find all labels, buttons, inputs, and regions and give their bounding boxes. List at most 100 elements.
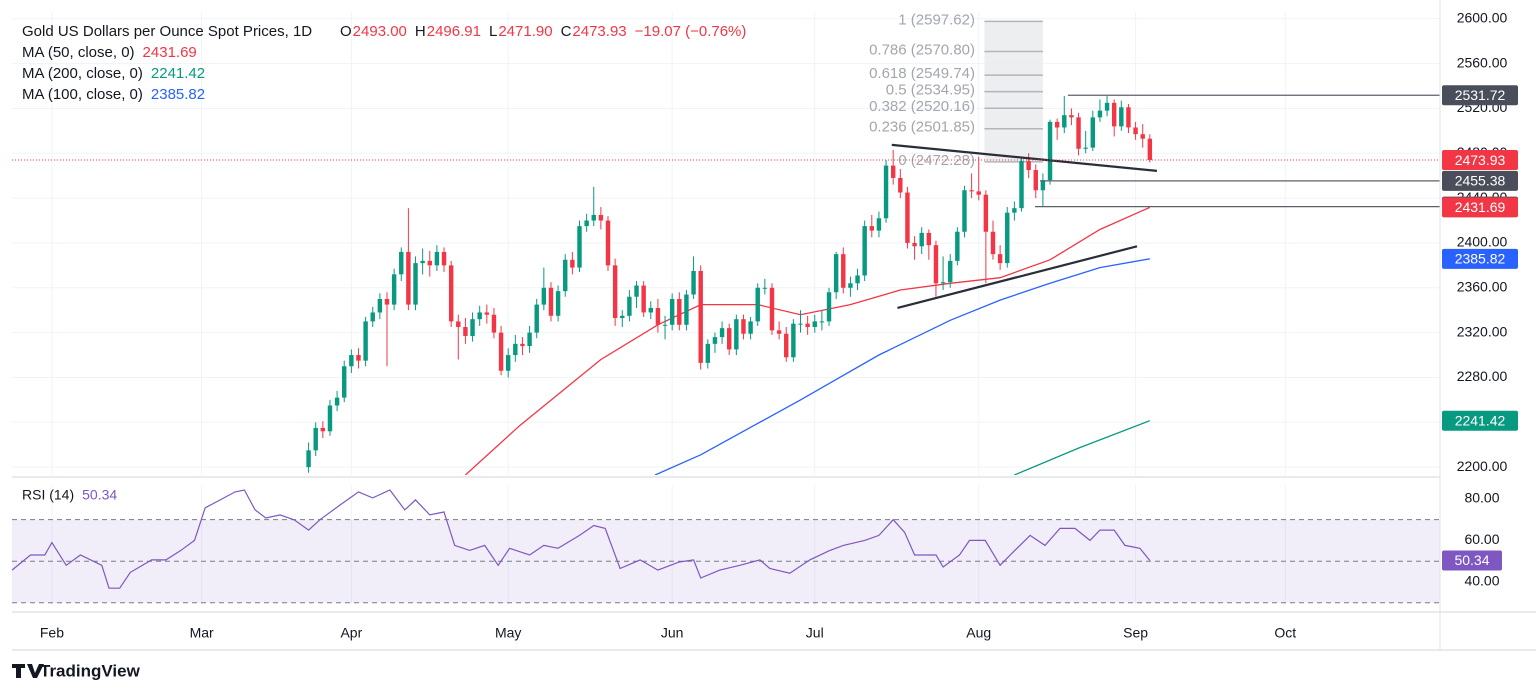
- candle-body: [620, 315, 625, 319]
- candle-body: [1040, 180, 1046, 191]
- candle-body: [662, 324, 668, 326]
- candle-body: [641, 285, 646, 313]
- ohlc-key: H: [415, 23, 426, 40]
- brand-icon: [12, 664, 44, 678]
- candle-body: [377, 298, 383, 313]
- candle-body: [940, 282, 946, 284]
- candle-body: [1083, 147, 1088, 149]
- candle-body: [406, 251, 411, 305]
- candle-body: [634, 285, 639, 297]
- candle-body: [755, 287, 760, 322]
- candle-body: [441, 251, 447, 266]
- candle-body: [463, 327, 468, 336]
- x-tick-label: Sep: [1123, 625, 1148, 641]
- trendline: [891, 143, 1158, 172]
- candle-body: [306, 450, 311, 468]
- y-tick-label: 2400.00: [1457, 234, 1508, 250]
- candle-body: [584, 220, 589, 227]
- candle-body: [577, 226, 582, 268]
- candle-body: [805, 323, 810, 328]
- candle-body: [498, 332, 504, 371]
- candle-body: [399, 251, 404, 275]
- candle-body: [848, 283, 853, 288]
- candle-body: [484, 312, 490, 315]
- candle-body: [1140, 134, 1145, 139]
- ma-legend-value: 2241.42: [151, 65, 205, 82]
- price-badge: [1442, 410, 1518, 431]
- candle-body: [313, 427, 318, 451]
- candle-body: [384, 298, 390, 305]
- candle-body: [862, 226, 867, 276]
- candle-body: [997, 254, 1003, 264]
- candle-body: [976, 191, 981, 195]
- candle-body: [477, 312, 482, 320]
- candle-body: [962, 190, 967, 232]
- candle-body: [855, 275, 860, 284]
- candle-body: [555, 291, 561, 316]
- ohlc-value: 2493.00: [353, 23, 407, 40]
- x-tick-label: Oct: [1274, 625, 1296, 641]
- ma-legend-name: MA (50, close, 0): [22, 44, 135, 61]
- candle-body: [691, 270, 696, 295]
- candle-body: [698, 270, 703, 363]
- overlay: [12, 94, 1440, 310]
- price-badge-label: 2241.42: [1455, 412, 1506, 428]
- candle-body: [826, 292, 832, 322]
- price-badge: [1442, 85, 1518, 106]
- candle-body: [534, 304, 539, 333]
- candle-body: [933, 245, 939, 284]
- rsi-badge: [1442, 550, 1502, 571]
- candle-body: [349, 355, 354, 367]
- candle-body: [955, 231, 960, 261]
- x-tick-label: Jun: [661, 625, 684, 641]
- price-badge-label: 2385.82: [1455, 251, 1506, 267]
- x-tick-label: Jul: [806, 625, 824, 641]
- candle-body: [769, 287, 775, 331]
- candle-body: [570, 259, 575, 268]
- candle-body: [1012, 208, 1017, 213]
- candle-body: [627, 296, 632, 316]
- x-tick-label: Feb: [40, 625, 64, 641]
- candle-body: [420, 260, 425, 264]
- trendline: [897, 245, 1138, 310]
- candle-body: [527, 332, 532, 347]
- ma-legend-value: 2431.69: [143, 44, 197, 61]
- y-tick-label: 2600.00: [1457, 9, 1508, 25]
- symbol-title: Gold US Dollars per Ounce Spot Prices, 1…: [22, 23, 312, 40]
- price-badge-label: 2473.93: [1455, 152, 1506, 168]
- ohlc-value: 2473.93: [572, 23, 626, 40]
- candle-body: [1005, 212, 1010, 264]
- ohlc-value: 2471.90: [498, 23, 552, 40]
- candle-body: [841, 254, 846, 288]
- rsi-tick-label: 40.00: [1464, 573, 1499, 589]
- candle-body: [591, 214, 596, 221]
- price-badge-label: 2455.38: [1455, 173, 1506, 189]
- candle-body: [812, 321, 817, 328]
- ma-legend-name: MA (200, close, 0): [22, 65, 143, 82]
- candle-body: [869, 226, 875, 231]
- price-badge-label: 2531.72: [1455, 87, 1506, 103]
- ohlc-key: C: [561, 23, 572, 40]
- ma-legend-name: MA (100, close, 0): [22, 86, 143, 103]
- fib-label: 0.236 (2501.85): [869, 119, 975, 136]
- candle-body: [1019, 161, 1024, 209]
- candle-body: [948, 260, 953, 283]
- candle-body: [969, 190, 974, 192]
- price-badge: [1442, 150, 1518, 171]
- candle-body: [491, 314, 497, 333]
- candle-body: [505, 355, 511, 371]
- candle-body: [448, 265, 454, 322]
- candle-body: [1054, 121, 1060, 128]
- candle-body: [726, 328, 732, 350]
- candle-body: [605, 220, 611, 266]
- y-tick-label: 2320.00: [1457, 323, 1508, 339]
- candle-body: [776, 330, 782, 334]
- candle-body: [983, 194, 989, 232]
- axes: FebMarAprMayJunJulAugSepOct2200.002240.0…: [40, 9, 1518, 641]
- rsi-tick-label: 80.00: [1464, 490, 1499, 506]
- candle-body: [334, 397, 340, 406]
- candle-body: [784, 333, 789, 358]
- candle-body: [677, 298, 682, 325]
- candle-body: [648, 307, 653, 313]
